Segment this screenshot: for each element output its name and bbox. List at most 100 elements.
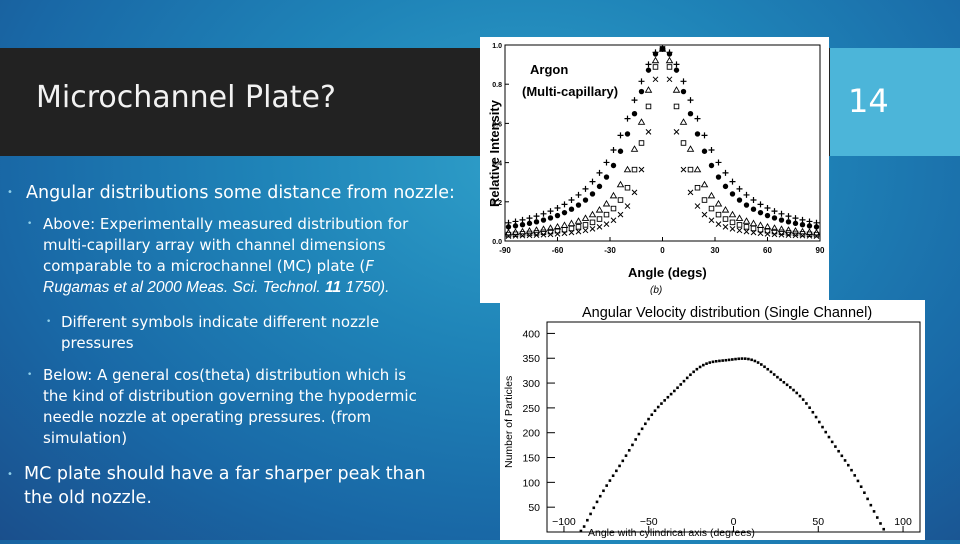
argon-point-square	[582, 222, 589, 228]
argon-point-filled-circle	[652, 51, 659, 57]
velocity-point	[756, 361, 760, 364]
argon-point-square	[680, 140, 687, 146]
velocity-point	[660, 402, 663, 405]
velocity-point	[795, 391, 799, 395]
velocity-point	[834, 445, 837, 448]
velocity-point	[760, 363, 763, 366]
argon-point-filled-circle	[575, 202, 582, 208]
argon-point-triangle	[735, 214, 744, 221]
argon-point-cross	[519, 232, 526, 239]
page-number: 14	[848, 82, 889, 120]
velocity-point	[792, 388, 795, 392]
velocity-ticks: −100 −50 0 50 100 50 100 150 200 250 300 350 400	[522, 328, 912, 532]
velocity-point	[850, 468, 853, 472]
bullet-marker: •	[46, 317, 52, 327]
argon-point-cross	[722, 224, 729, 230]
argon-point-filled-circle	[771, 215, 778, 221]
argon-point-plus	[596, 169, 603, 176]
argon-y-tick-label: 0.4	[492, 161, 502, 168]
velocity-point	[624, 454, 628, 457]
argon-point-square	[673, 103, 680, 110]
velocity-point	[872, 510, 876, 513]
argon-point-square	[596, 216, 603, 222]
argon-point-triangle	[742, 217, 751, 224]
velocity-point	[801, 398, 805, 401]
slide-title: Microchannel Plate?	[36, 80, 336, 115]
argon-x-axis-label: Angle (degs)	[628, 265, 707, 280]
argon-point-cross	[554, 231, 561, 237]
velocity-chart-svg: Angular Velocity distribution (Single Ch…	[503, 305, 921, 539]
argon-point-plus	[743, 191, 750, 198]
argon-point-plus	[792, 215, 799, 222]
velocity-point	[837, 449, 840, 453]
velocity-point	[721, 359, 724, 362]
velocity-point	[747, 357, 750, 361]
bullet-above-citation-start: F	[365, 257, 374, 275]
argon-point-cross	[582, 227, 589, 234]
argon-point-triangle	[686, 145, 695, 152]
argon-point-triangle	[623, 165, 632, 173]
argon-point-triangle	[616, 180, 625, 188]
argon-point-cross	[568, 229, 575, 236]
velocity-point	[830, 440, 834, 444]
velocity-point	[811, 410, 815, 414]
argon-point-plus	[575, 191, 582, 198]
argon-point-triangle	[721, 206, 730, 213]
velocity-point	[708, 361, 712, 364]
velocity-point	[869, 503, 873, 507]
argon-point-triangle	[567, 219, 576, 227]
argon-point-square	[540, 229, 547, 236]
bullet-above-citation-volume: 11	[325, 279, 342, 296]
argon-point-cross	[715, 221, 722, 227]
argon-ticks: -90 -60 -30 0 30 60 90 0.0 0.2 0.4 0.6 0.8 1.0	[492, 43, 825, 255]
argon-point-triangle	[700, 180, 709, 188]
argon-point-triangle	[693, 165, 702, 173]
velocity-distribution-figure: Angular Velocity distribution (Single Ch…	[500, 300, 925, 540]
velocity-point	[605, 484, 608, 487]
velocity-point	[598, 494, 602, 498]
argon-point-cross	[561, 230, 568, 237]
bullet-below-line2: the kind of distribution governing the h…	[43, 387, 417, 405]
argon-point-filled-circle	[715, 174, 722, 180]
velocity-y-tick-label: 250	[522, 403, 540, 415]
argon-point-triangle	[679, 118, 688, 125]
velocity-point	[856, 479, 860, 483]
argon-point-square	[666, 64, 673, 70]
argon-point-triangle	[532, 226, 541, 233]
bullet-angular: Angular distributions some distance from…	[26, 183, 455, 203]
argon-point-filled-circle	[757, 209, 764, 216]
argon-point-cross	[806, 233, 813, 239]
argon-chart-svg: -90 -60 -30 0 30 60 90 0.0 0.2 0.4 0.6 0.8 1.0 Argon…	[487, 43, 825, 296]
argon-point-cross	[624, 203, 631, 209]
argon-x-tick-label: 30	[711, 246, 720, 255]
argon-point-cross	[638, 166, 645, 173]
argon-point-filled-circle	[540, 217, 547, 223]
argon-x-tick-label: -30	[604, 246, 616, 255]
velocity-point	[882, 527, 886, 531]
argon-x-tick-label: 60	[763, 246, 772, 255]
velocity-point	[779, 378, 782, 382]
velocity-point	[702, 363, 705, 367]
argon-point-filled-circle	[561, 209, 568, 216]
argon-point-square	[778, 229, 785, 236]
argon-point-filled-circle	[694, 131, 701, 137]
argon-x-tick-label: 90	[816, 246, 825, 255]
argon-point-plus	[736, 185, 743, 192]
argon-point-square	[708, 205, 715, 212]
argon-point-plus	[533, 213, 540, 220]
argon-point-cross	[694, 203, 701, 209]
velocity-point	[753, 359, 757, 363]
argon-point-filled-circle	[582, 197, 589, 203]
velocity-point	[782, 380, 786, 384]
argon-point-filled-circle	[512, 223, 519, 229]
bullet-symbols-line2: pressures	[61, 334, 134, 352]
argon-point-cross	[512, 233, 519, 239]
argon-point-filled-circle	[743, 202, 750, 208]
argon-point-filled-circle	[687, 111, 694, 117]
velocity-point	[586, 518, 589, 522]
argon-point-triangle	[546, 224, 555, 231]
argon-point-plus	[631, 97, 638, 104]
velocity-point	[627, 449, 631, 452]
argon-point-cross	[771, 231, 778, 238]
velocity-point	[634, 438, 637, 441]
